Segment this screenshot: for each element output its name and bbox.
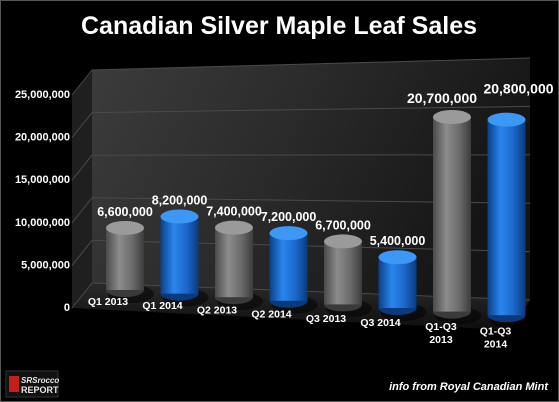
value-label: 20,800,000 [483,81,553,97]
chart-title: Canadian Silver Maple Leaf Sales [81,12,477,40]
bar-body [160,216,199,294]
gridline [91,105,531,114]
bar-top [106,220,144,235]
x-tick-label: Q3 2014 [360,317,400,329]
value-label: 8,200,000 [152,194,208,208]
bar-top [269,226,308,241]
y-tick-label: 0 [64,302,70,314]
x-tick-label: 2014 [484,338,508,350]
logo-mark [9,376,19,392]
y-tick-label: 15,000,000 [15,174,70,186]
bars [106,110,536,329]
bar [269,226,318,314]
x-tick-label: Q3 2013 [306,313,346,325]
y-tick-label: 10,000,000 [15,217,70,229]
value-label: 6,600,000 [97,205,153,219]
bar [106,220,154,303]
side-wall [72,70,92,308]
bar-body [106,227,144,290]
bar-top [433,110,471,125]
gridline-side [71,240,93,266]
y-tick-label: 25,000,000 [15,89,70,101]
x-tick-label: Q2 2014 [251,309,291,321]
bar-body [487,119,526,316]
bar [160,209,209,307]
bar-body [269,233,308,301]
logo-text-bottom: REPORT [21,385,59,395]
gridline-side [71,197,93,224]
gridline-side [71,69,93,96]
value-label: 7,200,000 [261,210,317,224]
value-label: 7,400,000 [206,205,262,219]
srsrocco-logo: SRSrocco REPORT [5,370,59,398]
x-tick-label: Q1-Q3 [480,325,512,337]
back-wall [92,58,530,300]
bar [378,250,427,321]
bar-body [324,241,362,305]
source-note: info from Royal Canadian Mint [389,381,549,393]
bar-body [215,227,253,298]
bar [433,110,481,325]
bar-top [378,250,417,265]
x-tick-label: Q1 2014 [142,300,182,312]
value-labels: 6,600,0008,200,0007,400,0007,200,0006,70… [97,81,554,249]
value-label: 5,400,000 [370,234,426,248]
bar-body [433,117,471,312]
x-tick-label: Q1 2013 [88,296,128,308]
logo-text-top: SRSrocco [21,376,59,385]
bar-top [487,112,526,127]
bar [324,234,372,318]
gridline-side [71,154,93,181]
x-tick-label: 2013 [429,334,453,346]
y-axis: 0 5,000,000 10,000,000 15,000,000 20,000,000… [15,89,70,314]
value-label: 6,700,000 [315,218,371,232]
x-axis: Q1 2013 Q1 2014 Q2 2013 Q2 2014 Q3 2013 Q3 20… [88,296,512,350]
bar [215,220,263,311]
y-tick-label: 5,000,000 [21,259,70,271]
bar [487,112,536,329]
gridline [91,57,531,71]
gridline-side [71,112,93,138]
bar-top [160,209,199,224]
bar-top [324,234,362,249]
x-tick-label: Q1-Q3 [425,321,457,333]
bar-body [378,257,417,308]
y-tick-label: 20,000,000 [15,132,70,144]
gridline-side [71,282,93,309]
bar-top [215,220,253,235]
x-tick-label: Q2 2013 [197,304,237,316]
value-label: 20,700,000 [407,90,477,106]
